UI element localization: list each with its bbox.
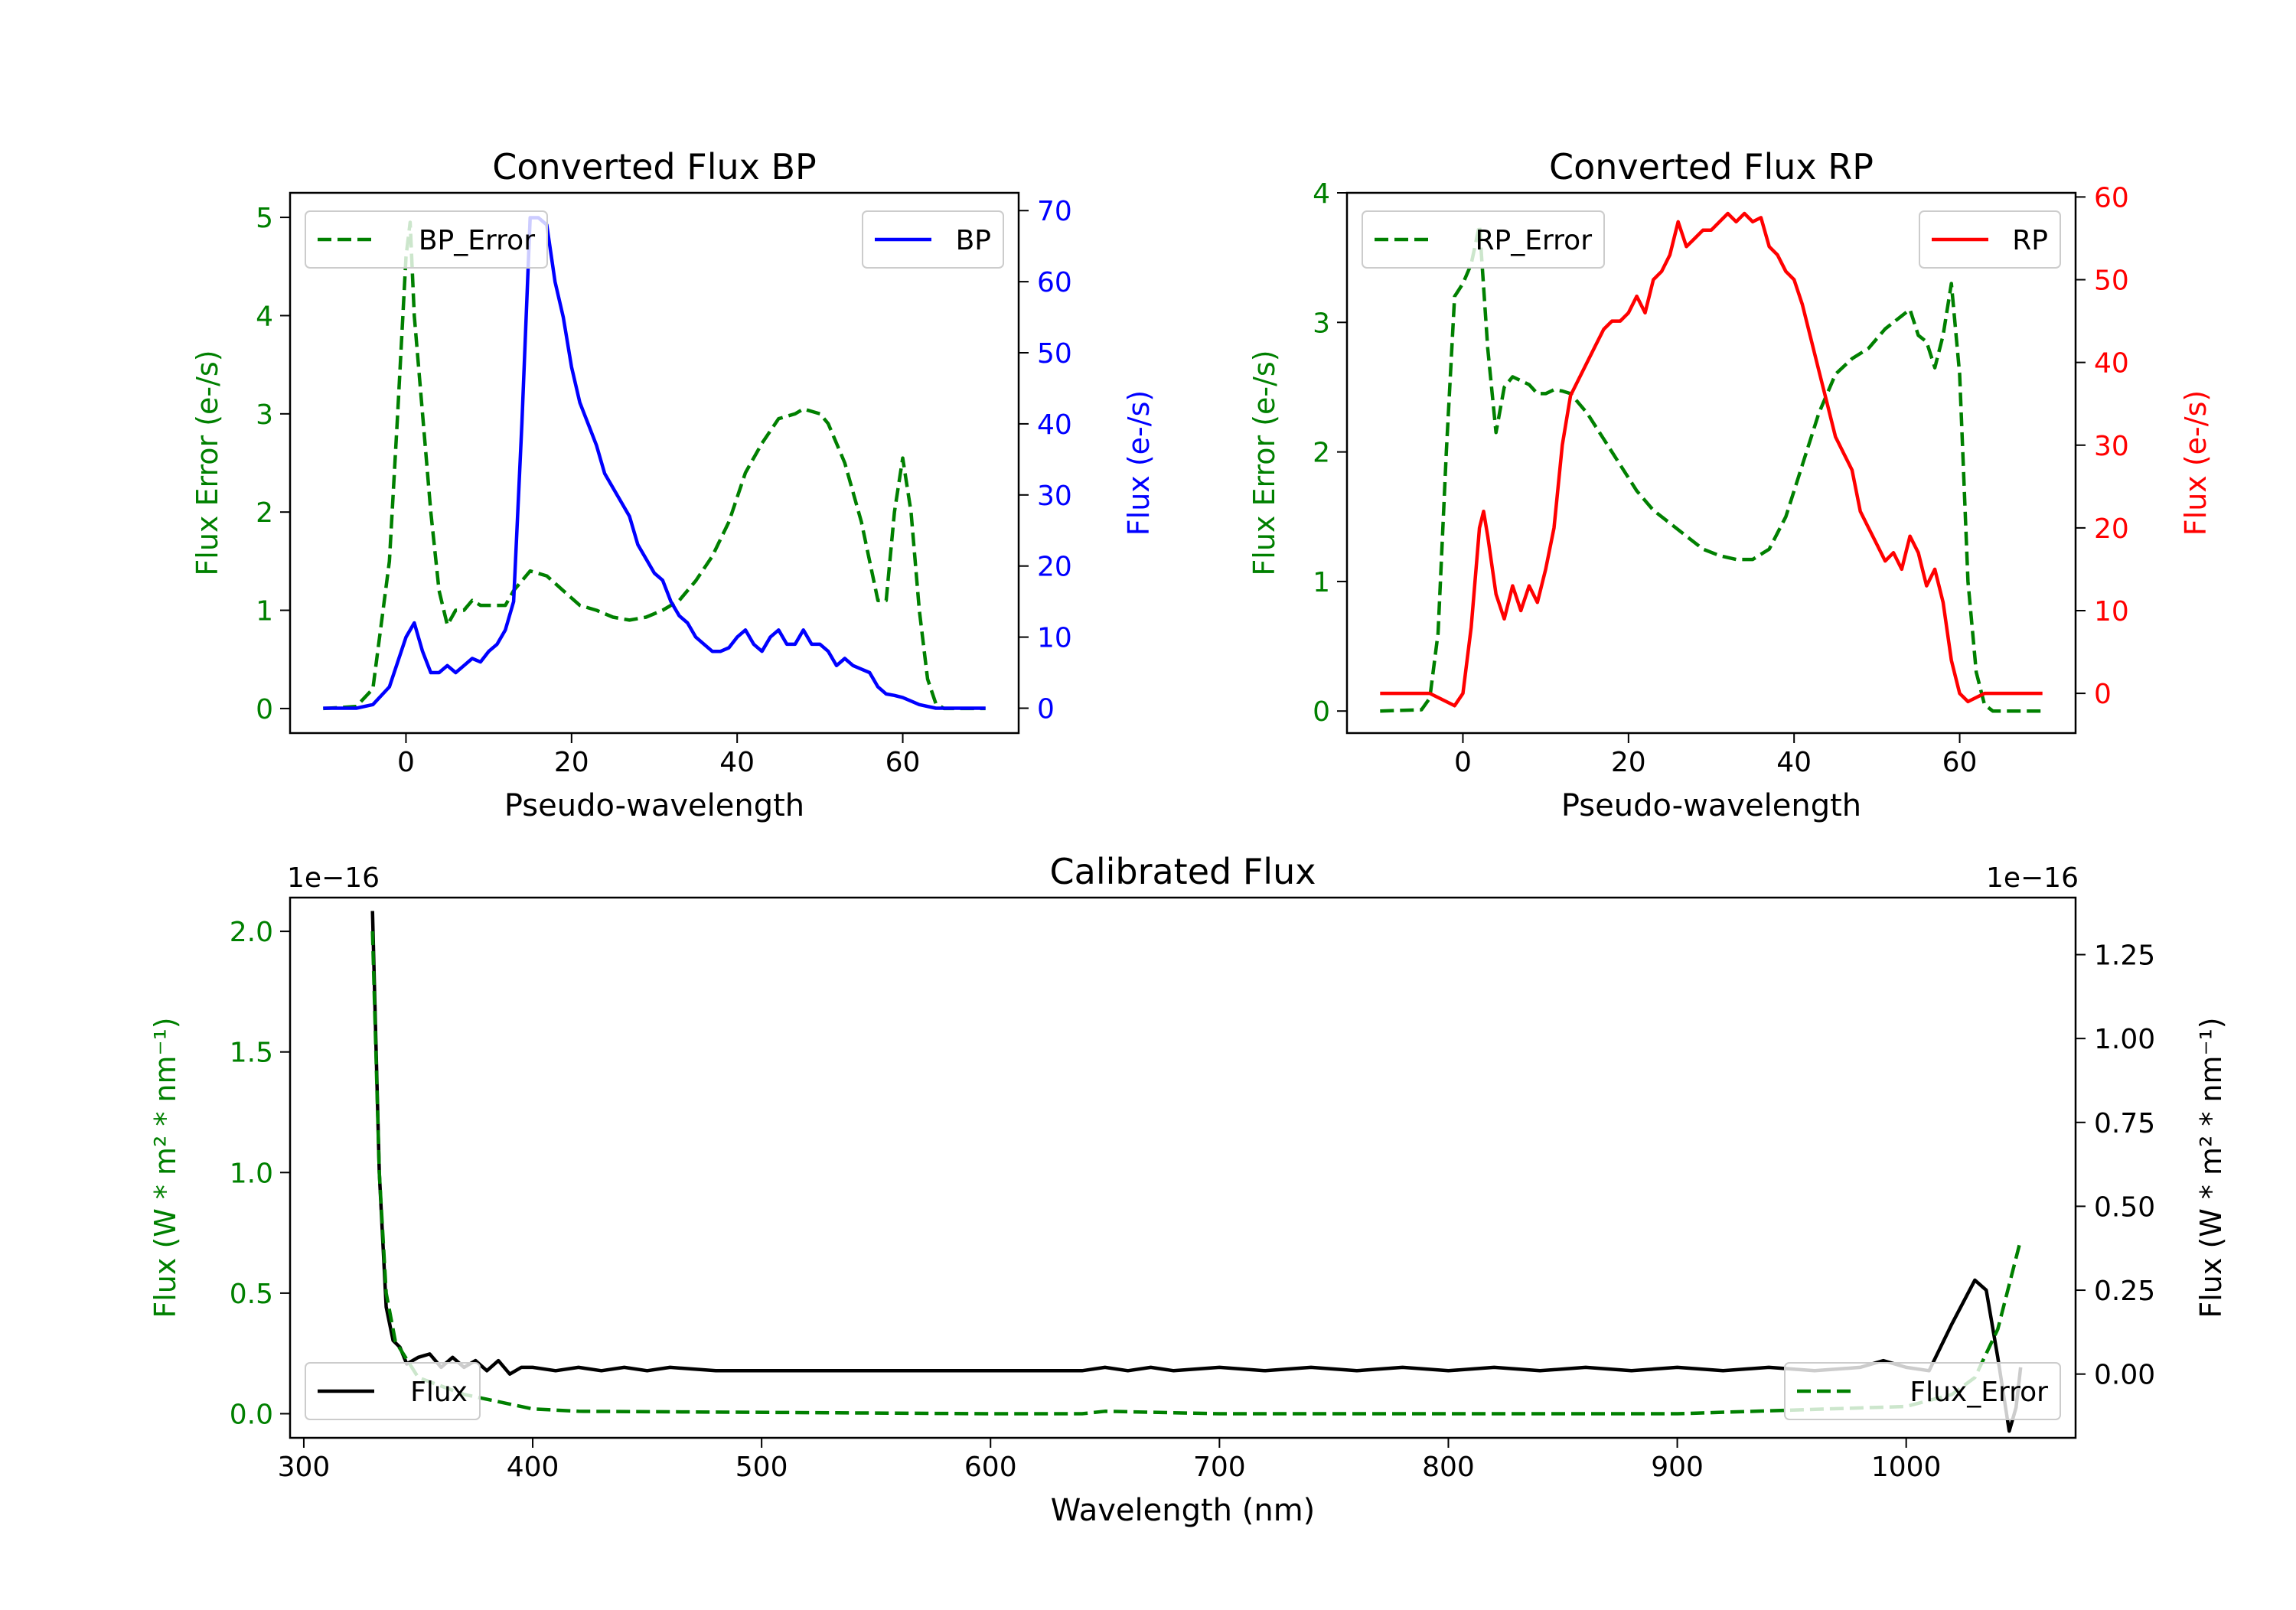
y-left-tick-label: 0	[256, 694, 273, 725]
y-right-tick-label: 40	[1037, 409, 1072, 441]
legend-label: RP_Error	[1476, 225, 1593, 256]
y-right-tick-label: 30	[1037, 481, 1072, 512]
y-right-tick-label: 0.75	[2094, 1108, 2155, 1139]
x-axis-label: Wavelength (nm)	[1051, 1493, 1316, 1528]
legend-flux: Flux	[305, 1362, 481, 1420]
x-tick-label: 500	[735, 1452, 788, 1483]
y-right-tick-label: 0	[2094, 679, 2112, 710]
legend-box	[1362, 210, 1605, 269]
y-right-tick-label: 70	[1037, 196, 1072, 227]
chart-panel-1: Converted Flux RP0 20 40 60Pseudo-wavelengt…	[1247, 146, 2213, 823]
series-line-flux	[370, 911, 2023, 1433]
x-tick-label: 900	[1651, 1452, 1704, 1483]
legend-box	[862, 210, 1004, 269]
y-left-tick-label: 4	[1313, 178, 1330, 210]
chart-title: Converted Flux RP	[1549, 146, 1874, 187]
y-right-tick-label: 1.25	[2094, 940, 2155, 972]
y-right-tick-label: 0.00	[2094, 1360, 2155, 1391]
series-line-rp-error	[1380, 223, 2043, 713]
y-right-tick-label: 10	[2094, 596, 2129, 627]
x-tick-label: 20	[1611, 747, 1646, 778]
y-left-tick-label: 0.5	[230, 1279, 273, 1310]
x-tick-label: 20	[554, 747, 589, 778]
y-left-tick-label: 5	[256, 203, 273, 234]
x-tick-label: 700	[1193, 1452, 1246, 1483]
y-left-tick-label: 3	[256, 399, 273, 431]
y-right-tick-label: 0	[1037, 693, 1055, 725]
legend-label: Flux_Error	[1910, 1377, 2048, 1408]
y-left-tick-label: 1.5	[230, 1038, 273, 1069]
legend-flux-error: Flux_Error	[1784, 1362, 2061, 1420]
legend-rp-error: RP_Error	[1362, 210, 1605, 269]
series-line-flux-error	[370, 931, 2023, 1416]
y-right-tick-label: 30	[2094, 431, 2129, 462]
y-left-tick-label: 4	[256, 301, 273, 332]
legend-label: Flux	[410, 1377, 468, 1408]
y-left-axis-label: Flux Error (e-/s)	[191, 350, 224, 575]
x-tick-label: 0	[397, 747, 415, 778]
y-left-tick-label: 2	[1313, 438, 1330, 469]
y-right-offset-text: 1e−16	[1986, 862, 2079, 894]
y-left-axis-label: Flux Error (e-/s)	[1247, 350, 1281, 575]
y-left-tick-label: 1	[256, 596, 273, 627]
plot-frame	[289, 191, 1020, 735]
legend-bp: BP	[862, 210, 1004, 269]
y-right-tick-label: 0.25	[2094, 1276, 2155, 1307]
series-line-bp	[323, 216, 986, 710]
legend-label: BP	[956, 225, 991, 256]
series-line-bp-error	[323, 220, 986, 711]
x-tick-label: 40	[1776, 747, 1812, 778]
legend-bp-error: BP_Error	[305, 210, 548, 269]
y-right-axis-label: Flux (W * m² * nm⁻¹)	[2194, 1017, 2228, 1318]
y-right-axis-label: Flux (e-/s)	[2179, 390, 2213, 536]
plot-frame	[289, 896, 2077, 1439]
x-tick-label: 800	[1422, 1452, 1475, 1483]
x-tick-label: 40	[719, 747, 755, 778]
x-tick-label: 60	[1942, 747, 1978, 778]
chart-panel-0: Converted Flux BP0 20 40 60Pseudo-wavelengt…	[191, 146, 1156, 823]
y-left-tick-label: 0.0	[230, 1399, 273, 1430]
legend-box	[1784, 1362, 2061, 1420]
plot-frame	[1345, 191, 2077, 735]
y-right-tick-label: 20	[2094, 513, 2129, 545]
x-axis-label: Pseudo-wavelength	[504, 788, 804, 823]
y-left-axis-label: Flux (W * m² * nm⁻¹)	[148, 1017, 182, 1318]
x-tick-label: 400	[507, 1452, 559, 1483]
legend-box	[1919, 210, 2061, 269]
y-left-tick-label: 3	[1313, 308, 1330, 339]
y-right-tick-label: 50	[2094, 266, 2129, 297]
x-axis-label: Pseudo-wavelength	[1561, 788, 1861, 823]
y-left-tick-label: 1	[1313, 567, 1330, 598]
chart-title: Converted Flux BP	[492, 146, 817, 187]
x-tick-label: 60	[885, 747, 921, 778]
y-right-tick-label: 60	[2094, 182, 2129, 213]
y-left-tick-label: 2.0	[230, 917, 273, 948]
x-tick-label: 0	[1454, 747, 1472, 778]
legend-rp: RP	[1919, 210, 2061, 269]
legend-label: RP	[2012, 225, 2048, 256]
legend-box	[305, 1362, 481, 1420]
x-tick-label: 600	[964, 1452, 1017, 1483]
y-right-tick-label: 1.00	[2094, 1024, 2155, 1055]
y-left-tick-label: 1.0	[230, 1158, 273, 1189]
y-left-offset-text: 1e−16	[287, 862, 380, 894]
y-right-tick-label: 50	[1037, 338, 1072, 370]
legend-box	[305, 210, 548, 269]
legend-label: BP_Error	[419, 225, 535, 256]
chart-title: Calibrated Flux	[1050, 851, 1316, 892]
x-tick-label: 300	[278, 1452, 331, 1483]
y-right-tick-label: 10	[1037, 623, 1072, 654]
y-right-tick-label: 60	[1037, 267, 1072, 298]
y-right-tick-label: 0.50	[2094, 1191, 2155, 1223]
x-tick-label: 1000	[1871, 1452, 1942, 1483]
y-right-tick-label: 20	[1037, 552, 1072, 583]
y-left-tick-label: 0	[1313, 696, 1330, 728]
y-left-tick-label: 2	[256, 497, 273, 529]
y-right-tick-label: 40	[2094, 348, 2129, 380]
y-right-axis-label: Flux (e-/s)	[1122, 390, 1156, 536]
chart-panel-2: Calibrated Flux 300 400 500 600 700 800 900 1000…	[148, 851, 2228, 1528]
series-line-rp	[1380, 211, 2043, 708]
